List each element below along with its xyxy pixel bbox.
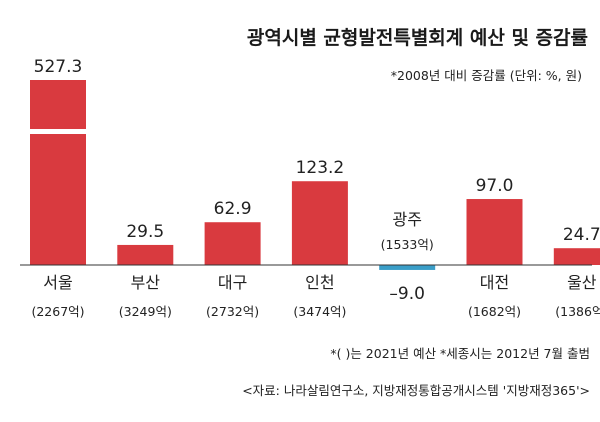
category-label-5: 광주 (392, 210, 421, 229)
category-label-2: 부산 (131, 273, 161, 292)
bar-3 (204, 222, 261, 265)
budget-label-7: (1386억) (555, 304, 600, 319)
source-note: <자료: 나라살림연구소, 지방재정통합공개시스템 '지방재정365'> (242, 383, 590, 398)
bar-2 (117, 244, 174, 265)
category-label-7: 울산 (567, 273, 597, 292)
category-label-4: 인천 (305, 273, 334, 292)
category-label-1: 서울 (43, 273, 72, 292)
bar-4 (291, 181, 348, 265)
budget-label-6: (1682억) (468, 304, 521, 319)
bar-7 (553, 248, 600, 265)
budget-label-3: (2732억) (206, 304, 259, 319)
value-label-3: 62.9 (214, 199, 252, 219)
bar-5 (379, 265, 436, 270)
budget-label-5: (1533억) (381, 237, 434, 252)
budget-label-4: (3474억) (293, 304, 346, 319)
category-label-6: 대전 (480, 273, 509, 292)
bars-group (29, 80, 600, 270)
chart-title: 광역시별 균형발전특별회계 예산 및 증감률 (247, 27, 588, 49)
value-label-6: 97.0 (476, 176, 514, 196)
labels-group: 527.3 서울 (2267억) 29.5 부산 (3249억) 62.9 대구 (2732억)… (31, 57, 600, 319)
budget-label-1: (2267억) (31, 304, 84, 319)
footnote: *( )는 2021년 예산 *세종시는 2012년 7월 출범 (330, 346, 590, 361)
budget-label-2: (3249억) (119, 304, 172, 319)
axis-break-gap (29, 129, 87, 134)
bar-1 (30, 80, 86, 265)
value-label-7: 24.7 (563, 225, 600, 245)
value-label-5: –9.0 (389, 284, 425, 304)
bar-6 (466, 199, 523, 265)
category-label-3: 대구 (218, 273, 247, 292)
value-label-2: 29.5 (126, 222, 164, 242)
value-label-1: 527.3 (34, 57, 83, 77)
value-label-4: 123.2 (296, 158, 345, 178)
chart-subtitle: *2008년 대비 증감률 (단위: %, 원) (391, 68, 582, 83)
